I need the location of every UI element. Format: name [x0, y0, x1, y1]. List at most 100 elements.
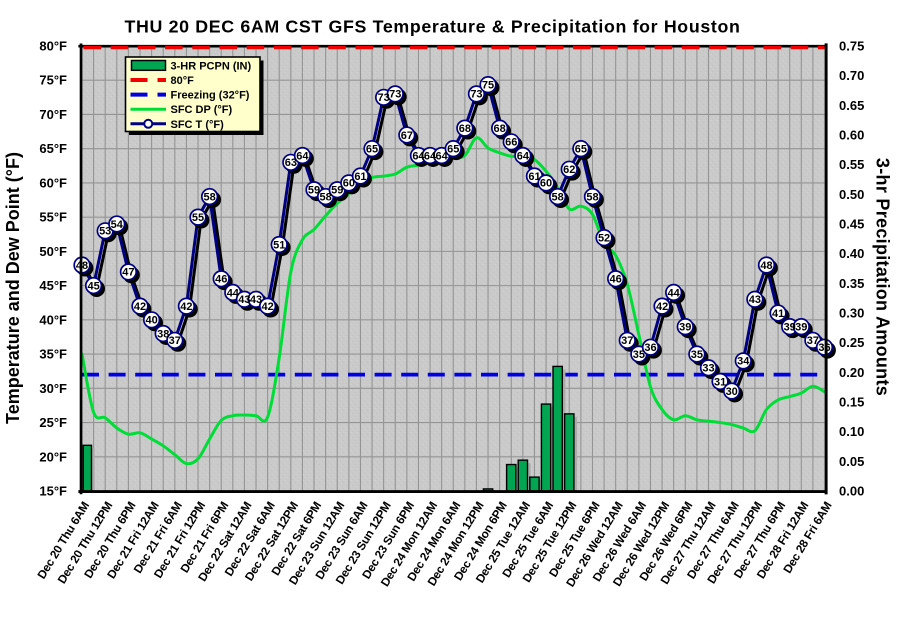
svg-text:37: 37: [621, 335, 633, 347]
svg-text:15°F: 15°F: [39, 484, 67, 499]
svg-text:64: 64: [436, 150, 449, 162]
svg-text:39: 39: [679, 321, 691, 333]
svg-text:58: 58: [203, 191, 215, 203]
svg-text:43: 43: [749, 294, 761, 306]
svg-text:3-hr Precipitation Amounts: 3-hr Precipitation Amounts: [873, 158, 893, 396]
svg-text:45: 45: [87, 280, 99, 292]
svg-text:64: 64: [412, 150, 425, 162]
svg-text:64: 64: [517, 150, 530, 162]
svg-text:42: 42: [656, 301, 668, 313]
svg-text:Temperature and Dew Point (°F): Temperature and Dew Point (°F): [3, 152, 23, 424]
svg-text:3-HR PCPN (IN): 3-HR PCPN (IN): [171, 60, 252, 72]
svg-text:55°F: 55°F: [39, 210, 67, 225]
svg-text:0.00: 0.00: [839, 484, 864, 499]
svg-text:65: 65: [366, 143, 378, 155]
svg-text:0.60: 0.60: [839, 128, 864, 143]
svg-text:44: 44: [668, 287, 681, 299]
svg-text:SFC DP (°F): SFC DP (°F): [171, 104, 233, 116]
svg-text:0.45: 0.45: [839, 217, 864, 232]
svg-text:64: 64: [424, 150, 437, 162]
svg-text:59: 59: [331, 185, 343, 197]
svg-text:66: 66: [505, 137, 517, 149]
svg-text:58: 58: [552, 191, 564, 203]
svg-text:68: 68: [494, 123, 506, 135]
svg-text:39: 39: [784, 321, 796, 333]
svg-text:43: 43: [238, 294, 250, 306]
svg-text:38: 38: [157, 328, 169, 340]
svg-text:61: 61: [528, 171, 540, 183]
svg-text:33: 33: [702, 363, 714, 375]
svg-text:40: 40: [145, 315, 157, 327]
svg-text:0.25: 0.25: [839, 335, 864, 350]
svg-text:73: 73: [389, 89, 401, 101]
svg-text:58: 58: [320, 191, 332, 203]
svg-text:0.70: 0.70: [839, 68, 864, 83]
svg-text:63: 63: [285, 157, 297, 169]
svg-text:SFC T (°F): SFC T (°F): [171, 119, 225, 131]
svg-text:73: 73: [470, 89, 482, 101]
svg-text:53: 53: [99, 226, 111, 238]
svg-text:37: 37: [169, 335, 181, 347]
svg-text:50°F: 50°F: [39, 244, 67, 259]
svg-text:46: 46: [610, 274, 622, 286]
svg-text:0.15: 0.15: [839, 395, 864, 410]
svg-text:52: 52: [598, 232, 610, 244]
svg-text:65°F: 65°F: [39, 141, 67, 156]
svg-text:Freezing (32°F): Freezing (32°F): [171, 90, 250, 102]
svg-text:65: 65: [575, 143, 587, 155]
svg-text:0.65: 0.65: [839, 98, 864, 113]
svg-text:62: 62: [563, 164, 575, 176]
svg-text:34: 34: [737, 356, 750, 368]
svg-text:48: 48: [760, 260, 772, 272]
svg-text:64: 64: [296, 150, 309, 162]
svg-text:42: 42: [134, 301, 146, 313]
svg-text:31: 31: [714, 376, 726, 388]
svg-text:55: 55: [192, 212, 204, 224]
svg-text:35°F: 35°F: [39, 347, 67, 362]
svg-text:20°F: 20°F: [39, 449, 67, 464]
svg-text:37: 37: [807, 335, 819, 347]
svg-text:60: 60: [343, 178, 355, 190]
svg-text:80°F: 80°F: [171, 75, 195, 87]
svg-text:54: 54: [111, 219, 124, 231]
svg-text:36: 36: [818, 342, 830, 354]
svg-text:0.10: 0.10: [839, 424, 864, 439]
svg-text:35: 35: [691, 349, 703, 361]
svg-text:36: 36: [644, 342, 656, 354]
svg-text:0.40: 0.40: [839, 246, 864, 261]
svg-text:39: 39: [795, 321, 807, 333]
svg-text:0.75: 0.75: [839, 39, 864, 54]
svg-text:59: 59: [308, 185, 320, 197]
svg-text:25°F: 25°F: [39, 415, 67, 430]
svg-text:75: 75: [482, 79, 494, 91]
svg-text:70°F: 70°F: [39, 107, 67, 122]
svg-text:46: 46: [215, 274, 227, 286]
svg-text:35: 35: [633, 349, 645, 361]
svg-text:43: 43: [250, 294, 262, 306]
svg-text:42: 42: [180, 301, 192, 313]
svg-text:80°F: 80°F: [39, 39, 67, 54]
svg-text:58: 58: [586, 191, 598, 203]
svg-text:40°F: 40°F: [39, 312, 67, 327]
svg-text:0.05: 0.05: [839, 454, 864, 469]
svg-text:60: 60: [540, 178, 552, 190]
svg-text:73: 73: [378, 92, 390, 104]
svg-text:30: 30: [726, 386, 738, 398]
svg-text:75°F: 75°F: [39, 73, 67, 88]
svg-text:44: 44: [227, 287, 240, 299]
svg-text:61: 61: [354, 171, 366, 183]
svg-text:0.20: 0.20: [839, 365, 864, 380]
svg-text:47: 47: [122, 267, 134, 279]
svg-text:42: 42: [261, 301, 273, 313]
svg-text:THU 20 DEC 6AM CST GFS Tempera: THU 20 DEC 6AM CST GFS Temperature & Pre…: [125, 17, 741, 37]
svg-text:51: 51: [273, 239, 285, 251]
svg-text:30°F: 30°F: [39, 381, 67, 396]
svg-text:0.35: 0.35: [839, 276, 864, 291]
svg-text:41: 41: [772, 308, 784, 320]
svg-text:68: 68: [459, 123, 471, 135]
svg-text:65: 65: [447, 143, 459, 155]
svg-text:0.30: 0.30: [839, 306, 864, 321]
svg-text:67: 67: [401, 130, 413, 142]
svg-text:0.55: 0.55: [839, 157, 864, 172]
svg-text:60°F: 60°F: [39, 175, 67, 190]
